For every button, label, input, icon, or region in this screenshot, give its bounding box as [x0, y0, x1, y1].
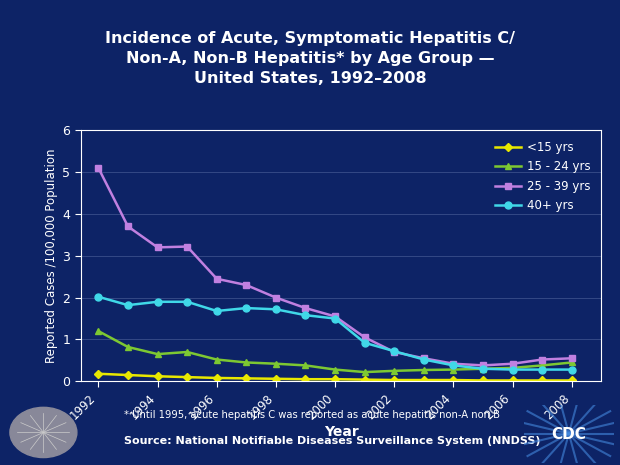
40+ yrs	[213, 308, 221, 314]
15 - 24 yrs	[95, 328, 102, 334]
25 - 39 yrs	[450, 361, 457, 366]
Line: <15 yrs: <15 yrs	[95, 371, 575, 383]
25 - 39 yrs	[361, 335, 368, 340]
25 - 39 yrs	[242, 282, 250, 288]
<15 yrs	[361, 377, 368, 382]
40+ yrs	[124, 302, 131, 308]
Line: 15 - 24 yrs: 15 - 24 yrs	[95, 328, 575, 376]
15 - 24 yrs	[568, 360, 575, 365]
40+ yrs	[272, 306, 280, 312]
Text: CDC: CDC	[551, 427, 587, 442]
<15 yrs	[154, 373, 161, 379]
15 - 24 yrs	[302, 363, 309, 368]
X-axis label: Year: Year	[324, 425, 358, 439]
<15 yrs	[124, 372, 131, 378]
<15 yrs	[213, 375, 221, 381]
40+ yrs	[302, 312, 309, 318]
<15 yrs	[509, 378, 516, 383]
15 - 24 yrs	[242, 360, 250, 365]
40+ yrs	[509, 367, 516, 372]
<15 yrs	[331, 377, 339, 382]
Line: 25 - 39 yrs: 25 - 39 yrs	[95, 165, 575, 369]
15 - 24 yrs	[420, 367, 428, 373]
Text: Source: National Notifiable Diseases Surveillance System (NNDSS): Source: National Notifiable Diseases Sur…	[124, 436, 541, 446]
Legend: <15 yrs, 15 - 24 yrs, 25 - 39 yrs, 40+ yrs: <15 yrs, 15 - 24 yrs, 25 - 39 yrs, 40+ y…	[490, 136, 595, 217]
25 - 39 yrs	[539, 357, 546, 362]
Text: * Until 1995, acute hepatitis C was reported as acute hepatitis non-A non B: * Until 1995, acute hepatitis C was repo…	[124, 410, 500, 420]
40+ yrs	[154, 299, 161, 305]
15 - 24 yrs	[450, 367, 457, 372]
40+ yrs	[95, 294, 102, 299]
<15 yrs	[539, 378, 546, 383]
25 - 39 yrs	[509, 361, 516, 366]
40+ yrs	[479, 366, 487, 372]
40+ yrs	[420, 357, 428, 362]
25 - 39 yrs	[95, 165, 102, 171]
Line: 40+ yrs: 40+ yrs	[95, 293, 575, 373]
<15 yrs	[272, 376, 280, 382]
15 - 24 yrs	[154, 352, 161, 357]
40+ yrs	[450, 363, 457, 368]
15 - 24 yrs	[124, 344, 131, 350]
40+ yrs	[391, 348, 398, 354]
<15 yrs	[184, 374, 191, 380]
25 - 39 yrs	[420, 356, 428, 361]
15 - 24 yrs	[213, 357, 221, 362]
<15 yrs	[242, 376, 250, 381]
Circle shape	[10, 407, 77, 458]
25 - 39 yrs	[479, 363, 487, 368]
25 - 39 yrs	[272, 295, 280, 300]
15 - 24 yrs	[272, 361, 280, 366]
40+ yrs	[539, 367, 546, 372]
15 - 24 yrs	[331, 367, 339, 372]
15 - 24 yrs	[479, 366, 487, 372]
40+ yrs	[361, 340, 368, 345]
25 - 39 yrs	[184, 244, 191, 249]
40+ yrs	[331, 316, 339, 321]
25 - 39 yrs	[568, 356, 575, 361]
Y-axis label: Reported Cases /100,000 Population: Reported Cases /100,000 Population	[45, 148, 58, 363]
25 - 39 yrs	[331, 314, 339, 319]
40+ yrs	[568, 367, 575, 372]
40+ yrs	[184, 299, 191, 305]
<15 yrs	[302, 377, 309, 382]
25 - 39 yrs	[124, 224, 131, 229]
25 - 39 yrs	[391, 349, 398, 355]
<15 yrs	[420, 377, 428, 383]
15 - 24 yrs	[391, 368, 398, 374]
25 - 39 yrs	[302, 306, 309, 311]
<15 yrs	[479, 378, 487, 383]
15 - 24 yrs	[184, 349, 191, 355]
15 - 24 yrs	[361, 369, 368, 375]
<15 yrs	[568, 378, 575, 383]
15 - 24 yrs	[509, 365, 516, 371]
<15 yrs	[450, 377, 457, 383]
25 - 39 yrs	[213, 276, 221, 282]
40+ yrs	[242, 306, 250, 311]
15 - 24 yrs	[539, 363, 546, 368]
<15 yrs	[391, 377, 398, 383]
<15 yrs	[95, 371, 102, 377]
Text: Incidence of Acute, Symptomatic Hepatitis C/
Non-A, Non-B Hepatitis* by Age Grou: Incidence of Acute, Symptomatic Hepatiti…	[105, 31, 515, 86]
25 - 39 yrs	[154, 245, 161, 250]
